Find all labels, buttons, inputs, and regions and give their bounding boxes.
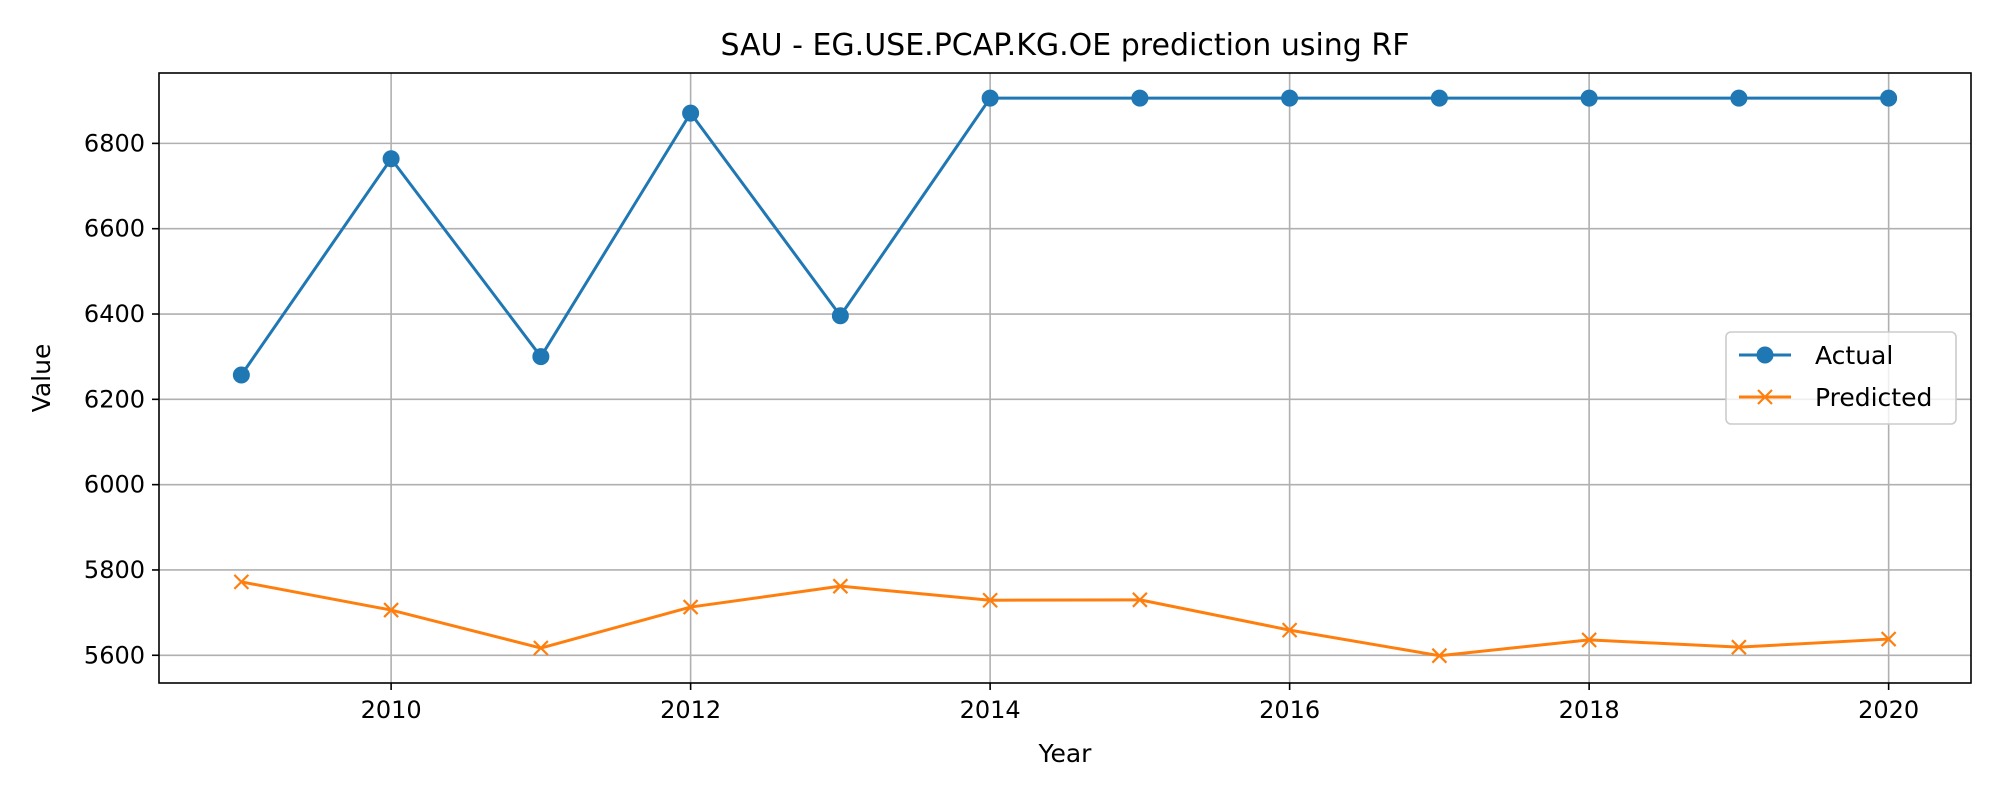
series-layer	[232, 89, 1898, 664]
grid	[159, 73, 1971, 683]
x-tick-label: 2016	[1259, 696, 1320, 724]
x-tick-label: 2018	[1559, 696, 1620, 724]
y-tick-label: 5600	[84, 641, 145, 669]
predicted-point	[1731, 639, 1747, 655]
legend: Actual Predicted	[1725, 331, 1957, 425]
axis-ticks: 2010 2012 2014 2016 2018 2020 5600 5800 6000 6200…	[84, 129, 1919, 724]
predicted-point	[1431, 647, 1448, 664]
x-tick-label: 2012	[660, 696, 721, 724]
legend-label-actual: Actual	[1815, 341, 1893, 370]
actual-point	[532, 348, 550, 366]
actual-point	[1730, 89, 1748, 107]
actual-line	[240, 96, 1889, 376]
y-axis-label: Value	[27, 344, 56, 413]
predicted-point	[1880, 631, 1897, 647]
predicted-point	[1281, 622, 1298, 638]
predicted-point	[1132, 592, 1148, 608]
actual-point	[1281, 89, 1299, 107]
legend-swatch-marker-actual	[1756, 346, 1774, 364]
actual-point	[831, 307, 849, 325]
predicted-point	[682, 599, 699, 615]
actual-series	[232, 89, 1898, 384]
predicted-series	[233, 574, 1897, 664]
legend-label-predicted: Predicted	[1815, 383, 1932, 412]
x-tick-label: 2020	[1858, 696, 1919, 724]
predicted-point	[233, 574, 250, 590]
actual-point	[232, 366, 250, 384]
y-tick-label: 6000	[84, 471, 145, 499]
y-tick-label: 6400	[84, 300, 145, 328]
x-axis-label: Year	[1038, 739, 1093, 768]
plot-area-frame	[158, 72, 1972, 684]
y-tick-label: 6600	[84, 215, 145, 243]
y-tick-label: 6200	[84, 385, 145, 413]
actual-point	[382, 150, 400, 168]
predicted-point	[1581, 632, 1597, 648]
x-tick-label: 2014	[960, 696, 1021, 724]
actual-point	[1580, 89, 1598, 107]
y-tick-label: 5800	[84, 556, 145, 584]
actual-point	[1430, 89, 1448, 107]
predicted-point	[832, 578, 849, 594]
predicted-point	[982, 592, 998, 609]
predicted-point	[533, 640, 549, 656]
y-tick-label: 6800	[84, 129, 145, 157]
legend-swatch-marker-predicted	[1757, 389, 1773, 405]
actual-point	[682, 104, 700, 122]
x-tick-label: 2010	[361, 696, 422, 724]
actual-point	[1131, 89, 1149, 107]
predicted-line	[241, 580, 1889, 658]
actual-point	[1880, 89, 1898, 107]
actual-point	[981, 89, 999, 107]
predicted-point	[383, 602, 399, 618]
chart-title: SAU - EG.USE.PCAP.KG.OE prediction using…	[720, 28, 1409, 63]
